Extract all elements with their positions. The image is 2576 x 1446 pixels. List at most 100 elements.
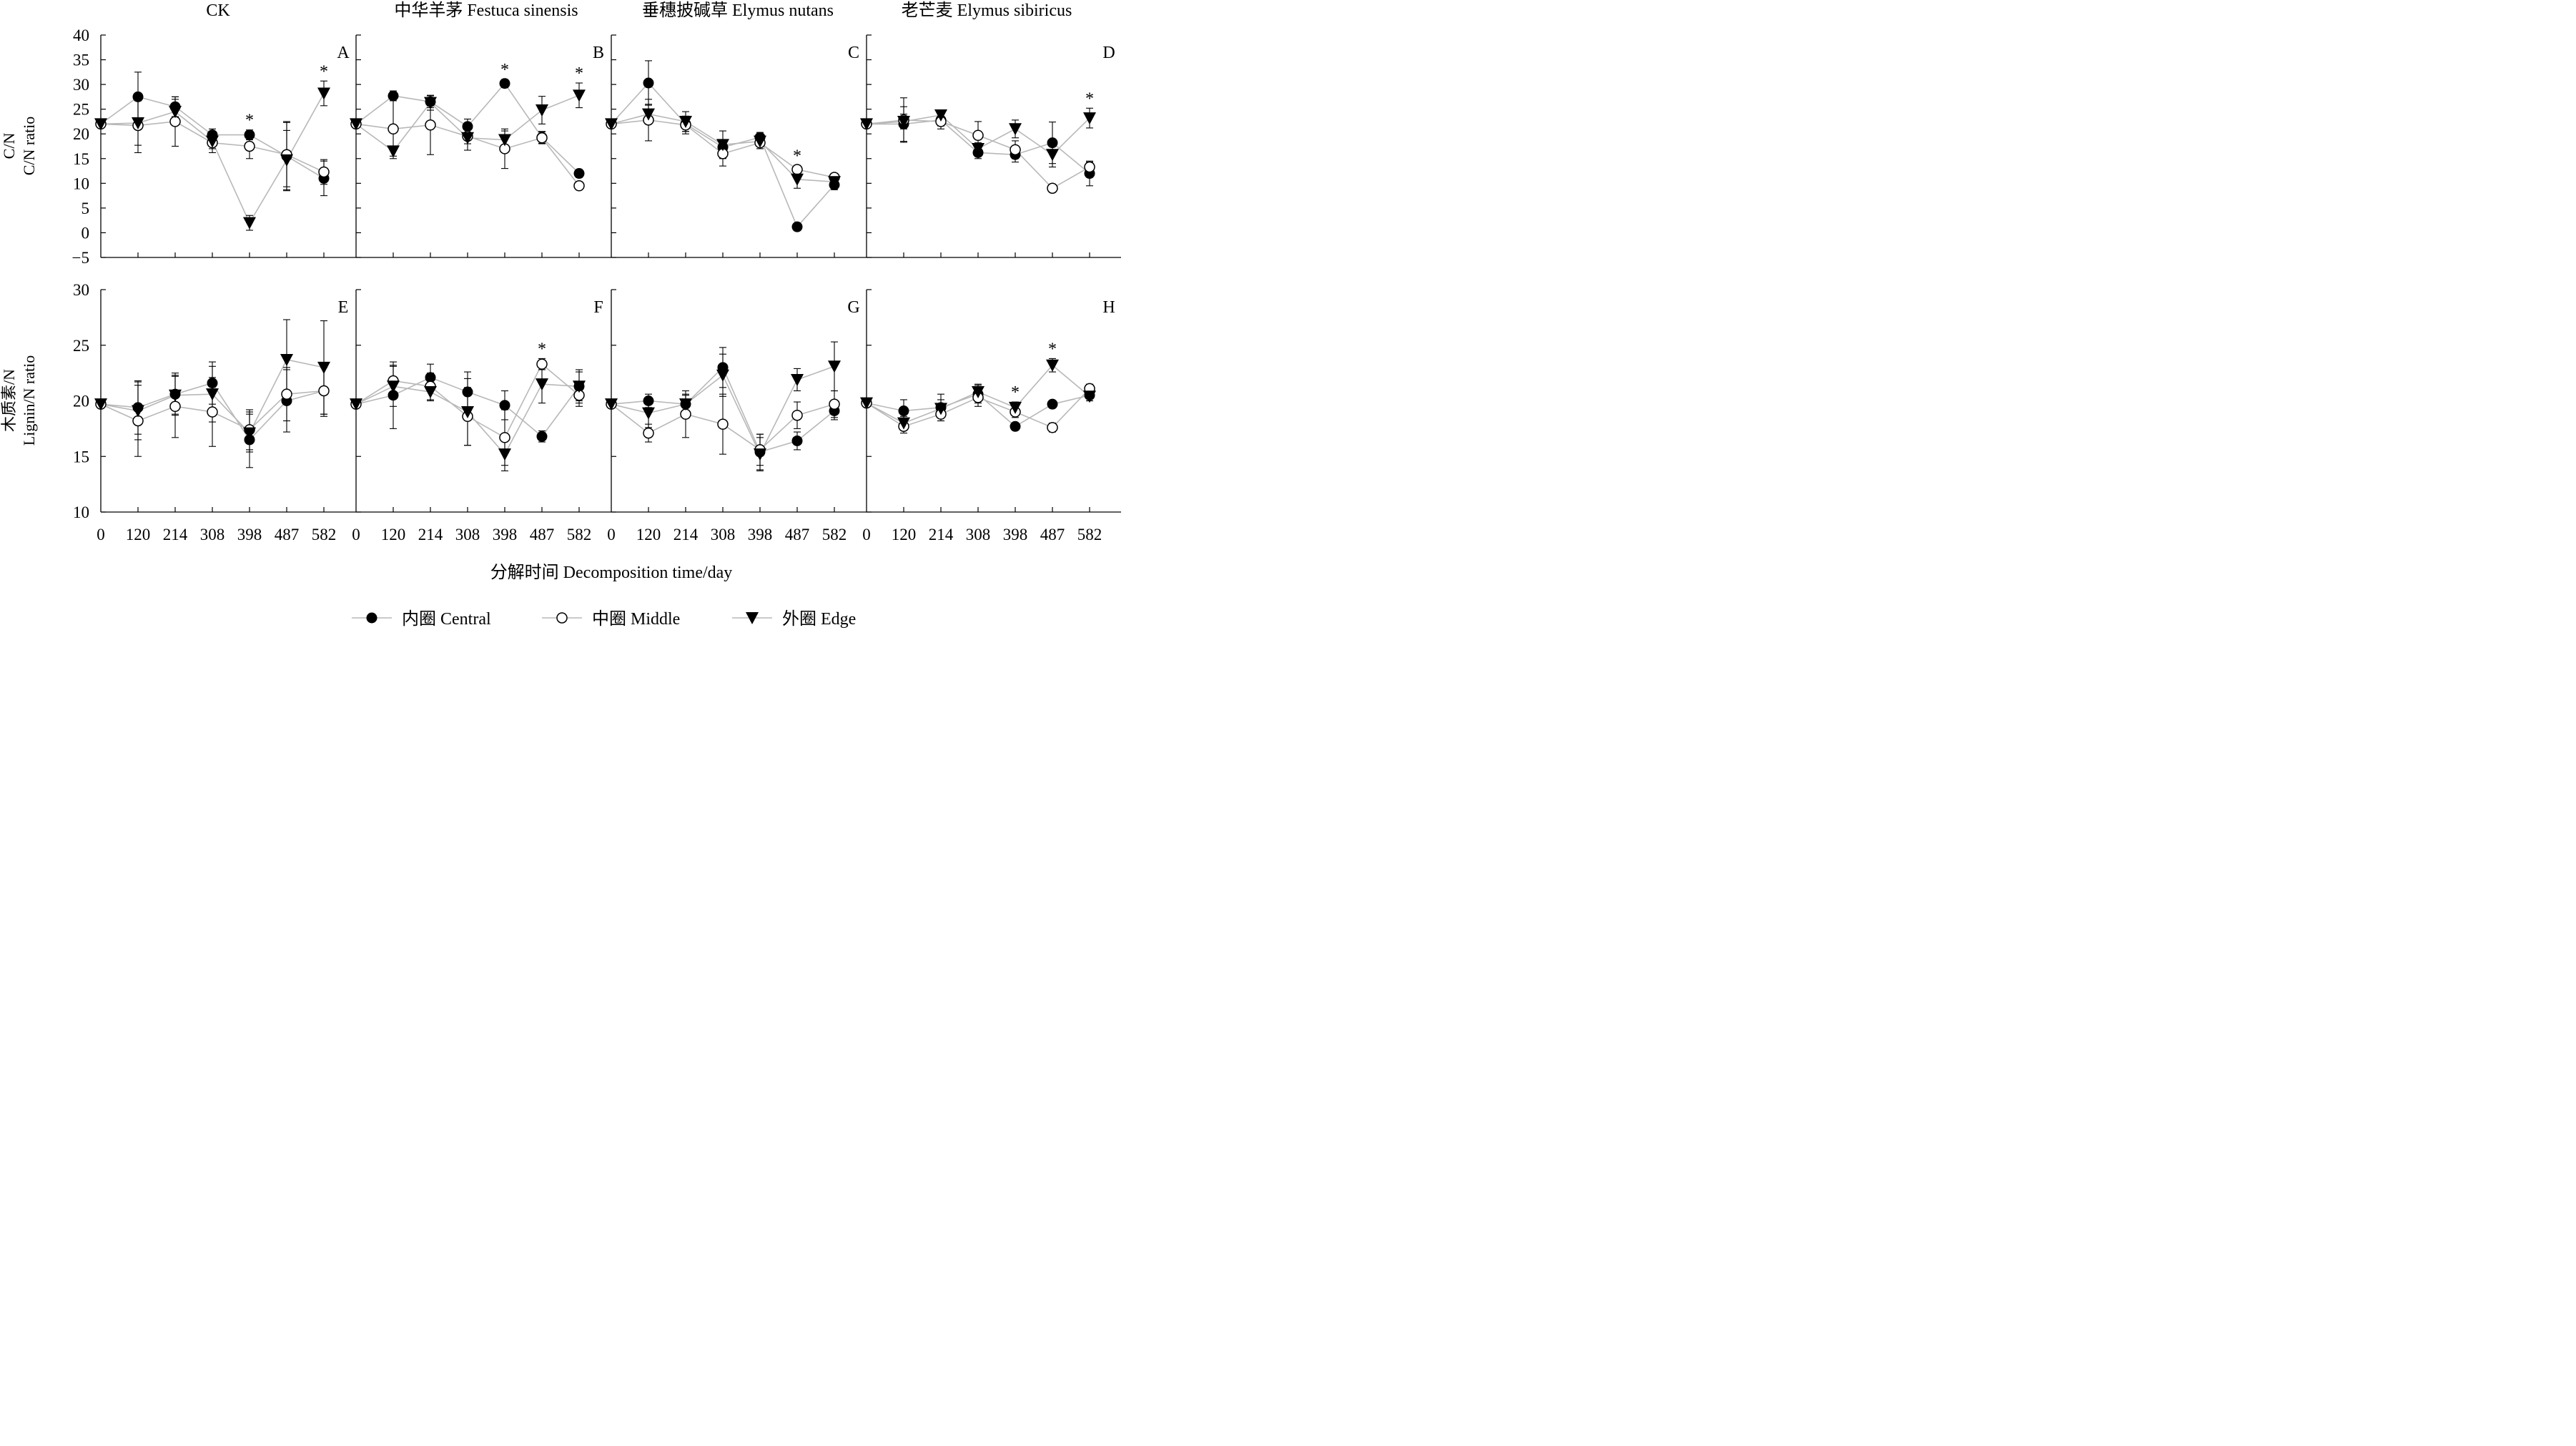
- legend-middle-label: 中圈 Middle: [592, 609, 680, 629]
- panel-H-series-2-point: [1009, 401, 1022, 414]
- panel-A-series-0-point: [244, 129, 255, 141]
- legend-edge-marker: [746, 612, 759, 624]
- panel-A-letter: A: [337, 44, 350, 62]
- panel-E-x-tick-label: 120: [126, 526, 151, 544]
- panel-D-series-0-point: [1047, 137, 1058, 149]
- panel-D-letter: D: [1102, 44, 1115, 62]
- panel-E-x-tick-label: 487: [275, 526, 300, 544]
- panel-A-y-tick-label: −5: [72, 249, 89, 267]
- panel-D-series-2-point: [972, 142, 984, 155]
- panel-F-x-tick-label: 582: [567, 526, 592, 544]
- panel-H-series-2-point: [897, 417, 910, 430]
- panel-H-series-2-point: [860, 397, 873, 410]
- panel-F-series-0-point: [462, 386, 473, 398]
- panel-H-series-2-point: [972, 386, 984, 399]
- panel-H-series-0-point: [1010, 420, 1021, 432]
- panel-B-significance-mark: *: [500, 61, 509, 79]
- column-title-elymus-sibiricus: 老芒麦 Elymus sibiricus: [902, 1, 1072, 20]
- panel-H: 0 120 214 308 398 487 582 H * *: [860, 289, 1121, 544]
- panel-B-series-2-point: [498, 134, 511, 147]
- panel-B-series-1-point: [388, 123, 399, 135]
- panel-A: −5 0 5 10 15 20 25 30 35 40 A * *: [72, 26, 356, 267]
- panel-E-series-1-point: [207, 406, 218, 418]
- panel-C-series-2-point: [791, 173, 804, 186]
- panel-F-x-tick-label: 0: [352, 526, 360, 544]
- panel-E-x-tick-label: 0: [97, 526, 105, 544]
- panel-B-series-0-point: [573, 168, 585, 179]
- panel-H-series-1-point: [1047, 422, 1058, 433]
- panel-H-letter: H: [1102, 298, 1115, 317]
- panel-F-series-1-point: [499, 432, 510, 443]
- panel-H-series-2-point: [934, 403, 947, 415]
- panel-E: 10 15 20 25 30 0 120 214 308 398 487 582 E: [73, 281, 356, 544]
- panel-E-series-2-point: [206, 388, 219, 401]
- panel-A-series-2-point: [280, 154, 293, 167]
- panel-G-letter: G: [847, 298, 859, 317]
- panel-E-series-0-point: [207, 378, 218, 389]
- panel-C-series-2-point: [754, 135, 766, 148]
- panel-D-significance-mark: *: [1085, 89, 1094, 108]
- panel-C-series-2-point: [679, 115, 692, 128]
- panel-A-series-1-point: [318, 166, 330, 178]
- panel-E-series-1-point: [132, 415, 144, 427]
- legend: 内圈 Central 中圈 Middle 外圈 Edge: [352, 609, 856, 629]
- panel-E-letter: E: [338, 298, 349, 317]
- panel-G-x-tick-label: 120: [636, 526, 661, 544]
- column-title-elymus-nutans: 垂穗披碱草 Elymus nutans: [642, 1, 834, 20]
- panel-D: D*: [860, 34, 1121, 258]
- panel-C-significance-mark: *: [793, 147, 801, 165]
- panel-B-series-2-point: [350, 118, 362, 131]
- panel-E-series-2-point: [317, 361, 330, 374]
- panel-E-series-2-point: [280, 353, 293, 366]
- panel-B-series-0-point: [462, 121, 473, 132]
- panel-E-y-tick-label: 30: [73, 281, 89, 299]
- panel-A-y-tick-label: 20: [73, 125, 89, 143]
- panel-D-series-2-point: [897, 115, 910, 128]
- panel-A-series-2-point: [132, 117, 144, 130]
- panel-H-series-2-point: [1083, 390, 1096, 403]
- panel-E-y-tick-label: 20: [73, 393, 89, 410]
- panel-F-x-tick-label: 120: [381, 526, 406, 544]
- panel-G-x-tick-label: 487: [785, 526, 810, 544]
- panel-D-series-1-point: [1084, 161, 1095, 173]
- panel-C-series-2-point: [642, 108, 655, 121]
- panel-D-series-2-point: [1009, 123, 1022, 136]
- panel-B-series-2-point: [536, 104, 548, 117]
- panel-G-series-2-point: [679, 398, 692, 411]
- panel-D-series-2-point: [1046, 149, 1059, 162]
- panel-G-x-tick-label: 0: [607, 526, 616, 544]
- panel-A-y-tick-label: 30: [73, 76, 89, 94]
- panel-H-x-tick-label: 308: [966, 526, 991, 544]
- panel-F-series-2-point: [350, 398, 362, 411]
- panel-A-series-0-point: [132, 91, 144, 102]
- panel-B-significance-mark: *: [575, 64, 583, 83]
- panel-E-y-tick-label: 15: [73, 448, 89, 466]
- panel-F-series-2-point: [424, 386, 437, 399]
- panel-B-series-1-point: [536, 132, 548, 144]
- panel-F-series-0-point: [499, 400, 510, 411]
- panel-F-x-tick-label: 214: [418, 526, 443, 544]
- panel-D-series-1-point: [972, 129, 984, 142]
- panel-B: B * *: [350, 34, 611, 258]
- panel-A-y-tick-label: 35: [73, 51, 89, 69]
- panel-F-series-0-point: [425, 372, 436, 383]
- panel-F-x-tick-label: 308: [455, 526, 480, 544]
- panel-G-series-1-point: [643, 427, 654, 439]
- panel-E-series-2-point: [94, 398, 107, 411]
- panel-G: 0 120 214 308 398 487 582 G: [605, 289, 867, 544]
- panel-B-series-2-point: [573, 89, 586, 102]
- panel-E-series-2-point: [132, 405, 144, 418]
- panel-F-x-tick-label: 487: [530, 526, 555, 544]
- panel-F-series-0-point: [388, 390, 399, 401]
- panel-D-series-2-point: [860, 118, 873, 131]
- panel-B-letter: B: [593, 44, 604, 62]
- panel-H-significance-mark: *: [1011, 383, 1020, 402]
- panel-A-significance-mark: *: [245, 112, 254, 130]
- legend-edge-label: 外圈 Edge: [782, 609, 856, 629]
- panel-H-x-tick-label: 214: [929, 526, 954, 544]
- panel-D-series-2-point: [1083, 112, 1096, 125]
- column-title-festuca: 中华羊茅 Festuca sinensis: [394, 1, 578, 20]
- panel-H-significance-mark: *: [1048, 340, 1057, 358]
- row-title-lignin-line1: 木质素/N: [0, 369, 18, 432]
